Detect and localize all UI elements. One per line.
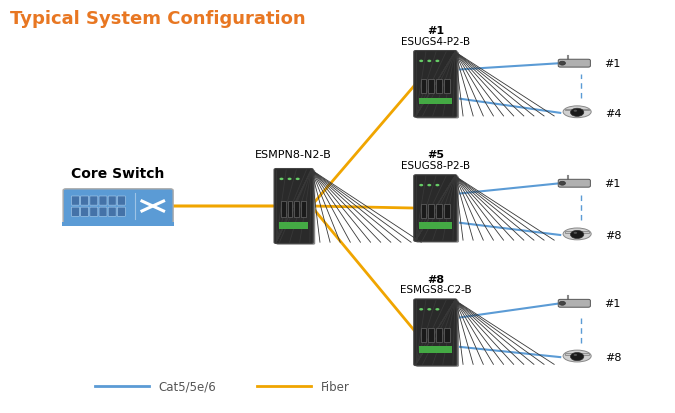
Circle shape xyxy=(559,62,566,66)
Circle shape xyxy=(419,184,423,187)
FancyBboxPatch shape xyxy=(90,197,98,206)
Circle shape xyxy=(570,109,584,117)
Ellipse shape xyxy=(563,107,591,119)
FancyBboxPatch shape xyxy=(99,197,107,206)
Bar xyxy=(444,80,450,94)
FancyBboxPatch shape xyxy=(72,208,80,217)
Text: ESMGS8-C2-B: ESMGS8-C2-B xyxy=(400,284,471,294)
Circle shape xyxy=(279,178,284,181)
Bar xyxy=(294,202,299,217)
FancyBboxPatch shape xyxy=(72,197,80,206)
Bar xyxy=(436,204,441,218)
Bar xyxy=(288,202,292,217)
Circle shape xyxy=(288,178,292,181)
FancyBboxPatch shape xyxy=(117,208,126,217)
FancyBboxPatch shape xyxy=(80,197,88,206)
Text: #8: #8 xyxy=(605,230,622,240)
Bar xyxy=(444,328,450,342)
Bar xyxy=(444,204,450,218)
Bar xyxy=(418,347,452,353)
Bar xyxy=(281,202,286,217)
Text: #1: #1 xyxy=(604,59,620,69)
Circle shape xyxy=(419,60,423,63)
Circle shape xyxy=(296,178,300,181)
FancyBboxPatch shape xyxy=(274,169,313,244)
FancyBboxPatch shape xyxy=(117,197,126,206)
Circle shape xyxy=(427,184,431,187)
Circle shape xyxy=(570,353,584,361)
Bar xyxy=(436,80,441,94)
FancyBboxPatch shape xyxy=(108,208,116,217)
Text: #8: #8 xyxy=(605,352,622,362)
Ellipse shape xyxy=(563,228,591,240)
Text: ESMPN8-N2-B: ESMPN8-N2-B xyxy=(255,150,332,160)
FancyBboxPatch shape xyxy=(558,60,591,68)
Circle shape xyxy=(559,182,566,186)
FancyBboxPatch shape xyxy=(416,177,459,243)
Bar xyxy=(279,222,308,230)
FancyBboxPatch shape xyxy=(80,208,88,217)
Circle shape xyxy=(574,232,577,234)
Circle shape xyxy=(427,308,431,311)
FancyBboxPatch shape xyxy=(414,299,457,366)
Text: Typical System Configuration: Typical System Configuration xyxy=(10,10,306,28)
Circle shape xyxy=(559,301,566,306)
FancyBboxPatch shape xyxy=(276,171,315,245)
Text: #1: #1 xyxy=(604,179,620,189)
Text: Cat5/5e/6: Cat5/5e/6 xyxy=(159,380,217,393)
Bar xyxy=(421,204,426,218)
FancyBboxPatch shape xyxy=(108,197,116,206)
Bar xyxy=(565,231,589,233)
Bar xyxy=(62,222,174,227)
Text: #8: #8 xyxy=(427,274,444,284)
Circle shape xyxy=(419,308,423,311)
Text: ESUGS4-P2-B: ESUGS4-P2-B xyxy=(401,36,470,47)
Text: #4: #4 xyxy=(605,109,622,119)
Bar xyxy=(421,328,426,342)
Bar xyxy=(565,353,589,355)
Bar xyxy=(418,99,452,105)
FancyBboxPatch shape xyxy=(414,51,457,118)
Bar xyxy=(418,223,452,229)
Circle shape xyxy=(574,354,577,356)
Bar xyxy=(421,80,426,94)
Bar xyxy=(428,204,434,218)
Circle shape xyxy=(435,60,439,63)
Bar xyxy=(428,328,434,342)
FancyBboxPatch shape xyxy=(99,208,107,217)
Circle shape xyxy=(574,110,577,112)
Circle shape xyxy=(435,184,439,187)
Text: #5: #5 xyxy=(427,150,444,160)
Bar xyxy=(301,202,306,217)
Bar xyxy=(428,80,434,94)
FancyBboxPatch shape xyxy=(558,300,591,307)
Text: ESUGS8-P2-B: ESUGS8-P2-B xyxy=(401,160,470,170)
Ellipse shape xyxy=(563,350,591,362)
FancyBboxPatch shape xyxy=(558,180,591,188)
Text: #1: #1 xyxy=(604,299,620,309)
FancyBboxPatch shape xyxy=(414,175,457,242)
Circle shape xyxy=(427,60,431,63)
Text: Core Switch: Core Switch xyxy=(72,167,165,181)
FancyBboxPatch shape xyxy=(63,189,173,224)
Bar xyxy=(436,328,441,342)
Bar xyxy=(565,109,589,111)
FancyBboxPatch shape xyxy=(90,208,98,217)
FancyBboxPatch shape xyxy=(416,301,459,367)
FancyBboxPatch shape xyxy=(416,52,459,119)
Text: Fiber: Fiber xyxy=(321,380,350,393)
Text: #1: #1 xyxy=(427,26,444,36)
Circle shape xyxy=(570,231,584,239)
Circle shape xyxy=(435,308,439,311)
